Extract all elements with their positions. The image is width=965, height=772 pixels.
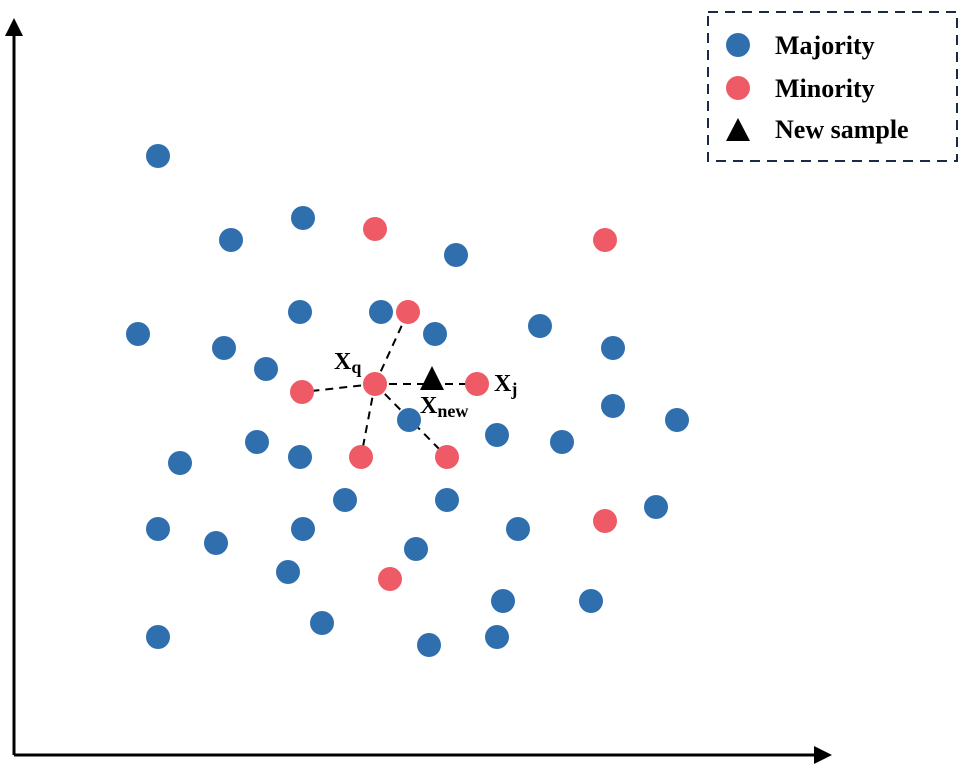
majority-point — [528, 314, 552, 338]
legend-majority-swatch — [726, 33, 750, 57]
minority-point — [290, 380, 314, 404]
legend-minority-label: Minority — [775, 74, 875, 103]
label-xnew: Xnew — [420, 393, 468, 421]
majority-point — [291, 206, 315, 230]
majority-points — [126, 144, 689, 657]
minority-points — [290, 217, 617, 591]
line-xq-to-left — [301, 383, 376, 393]
new-sample-marker — [420, 366, 444, 390]
minority-point — [593, 509, 617, 533]
majority-point — [291, 517, 315, 541]
legend-new-sample-label: New sample — [775, 115, 909, 144]
label-xj: Xj — [494, 371, 517, 399]
majority-point — [254, 357, 278, 381]
label-xj-main: X — [494, 371, 512, 397]
majority-point — [644, 495, 668, 519]
minority-point-xj — [465, 372, 489, 396]
majority-point — [369, 300, 393, 324]
minority-point — [593, 228, 617, 252]
majority-point — [397, 408, 421, 432]
label-xnew-sub: new — [437, 401, 468, 421]
line-xq-to-bottom-right — [374, 383, 448, 458]
majority-point — [435, 488, 459, 512]
majority-point — [288, 300, 312, 324]
majority-point — [146, 625, 170, 649]
line-xq-to-bottom-left — [360, 383, 376, 458]
majority-point — [417, 633, 441, 657]
majority-point — [219, 228, 243, 252]
majority-point — [601, 394, 625, 418]
majority-point — [310, 611, 334, 635]
majority-point — [204, 531, 228, 555]
majority-point — [333, 488, 357, 512]
majority-point — [485, 423, 509, 447]
majority-point — [665, 408, 689, 432]
legend-minority-swatch — [726, 76, 750, 100]
majority-point — [423, 322, 447, 346]
axes — [5, 18, 832, 764]
majority-point — [126, 322, 150, 346]
label-xj-sub: j — [510, 379, 517, 399]
legend-new-sample-swatch — [726, 118, 750, 141]
majority-point — [404, 537, 428, 561]
label-xnew-main: X — [420, 393, 438, 419]
x-axis-arrowhead — [814, 746, 832, 764]
majority-point — [146, 144, 170, 168]
minority-point — [396, 300, 420, 324]
minority-point-xq — [363, 372, 387, 396]
majority-point — [288, 445, 312, 469]
minority-point — [349, 445, 373, 469]
majority-point — [485, 625, 509, 649]
label-xq: Xq — [334, 349, 361, 377]
majority-point — [601, 336, 625, 360]
majority-point — [146, 517, 170, 541]
y-axis-arrowhead — [5, 18, 23, 36]
legend: Majority Minority New sample — [707, 11, 958, 162]
neighbor-lines — [301, 311, 477, 458]
minority-point — [363, 217, 387, 241]
majority-point — [491, 589, 515, 613]
majority-point — [212, 336, 236, 360]
minority-point — [435, 445, 459, 469]
majority-point — [276, 560, 300, 584]
majority-point — [245, 430, 269, 454]
majority-point — [550, 430, 574, 454]
majority-point — [579, 589, 603, 613]
majority-point — [444, 243, 468, 267]
legend-majority-label: Majority — [775, 31, 875, 60]
minority-point — [378, 567, 402, 591]
majority-point — [168, 451, 192, 475]
label-xq-sub: q — [351, 357, 361, 377]
label-xq-main: X — [334, 349, 352, 375]
majority-point — [506, 517, 530, 541]
